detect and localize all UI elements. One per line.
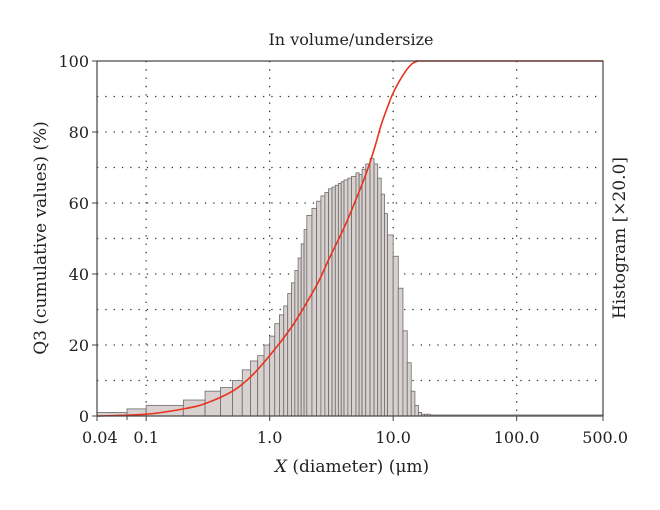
x-tick-label: 500.0 — [582, 428, 628, 447]
histogram-bar — [337, 183, 342, 417]
y-tick-label: 60 — [69, 194, 89, 213]
grid — [97, 61, 603, 416]
histogram-bar — [274, 323, 280, 417]
histogram-bar — [311, 207, 318, 417]
histogram-bar — [351, 175, 357, 417]
histogram-bar — [355, 172, 360, 417]
histogram-bar — [297, 257, 302, 417]
x-axis-label: X (diameter) (μm) — [273, 457, 429, 477]
chart-title: In volume/undersize — [268, 30, 433, 49]
x-axis-ticks: 0.04 0.1 1.0 10.0 100.0 500.0 — [82, 416, 628, 447]
x-axis-variable: X — [273, 457, 288, 477]
y-tick-label: 40 — [69, 265, 89, 284]
x-tick-label: 0.04 — [82, 428, 118, 447]
plot-frame — [96, 60, 604, 417]
histogram-bars — [96, 158, 604, 417]
x-tick-label: 0.1 — [133, 428, 158, 447]
y-tick-label: 20 — [69, 336, 89, 355]
histogram-bar — [241, 369, 251, 417]
histogram-bar — [316, 200, 322, 417]
histogram-bar — [361, 168, 367, 417]
histogram-bar — [303, 229, 308, 417]
histogram-bar — [365, 163, 371, 417]
x-tick-label: 100.0 — [494, 428, 540, 447]
histogram-bar — [328, 188, 333, 417]
histogram-bar — [283, 305, 289, 417]
x-tick-label: 10.0 — [375, 428, 411, 447]
histogram-bar — [343, 179, 349, 417]
histogram-bar — [392, 255, 399, 417]
histogram-bar — [340, 181, 345, 417]
histogram-bar — [291, 282, 296, 417]
y-tick-label: 0 — [79, 407, 89, 426]
histogram-bar — [373, 163, 379, 417]
histogram-bar — [306, 215, 313, 417]
histogram-bar — [300, 243, 305, 417]
histogram-bar — [406, 362, 412, 417]
secondary-y-axis-label: Histogram [×20.0] — [610, 157, 630, 319]
histogram-bar — [250, 360, 259, 417]
histogram-bar — [397, 287, 404, 417]
histogram-bar — [380, 193, 385, 417]
histogram-bar — [369, 158, 375, 417]
histogram-bar — [377, 177, 382, 417]
histogram-bar — [331, 186, 336, 417]
y-tick-label: 100 — [58, 52, 89, 71]
histogram-bar — [320, 195, 326, 417]
histogram-bar — [324, 191, 329, 417]
histogram-bar — [294, 270, 299, 417]
y-tick-label: 80 — [69, 123, 89, 142]
y-axis-ticks: 0 20 40 60 80 100 — [58, 52, 97, 426]
histogram-bar — [287, 293, 292, 417]
y-axis-label: Q3 (cumulative values) (%) — [31, 121, 51, 355]
histogram-bar — [269, 335, 276, 417]
histogram-bar — [279, 314, 285, 417]
histogram-bar — [387, 234, 394, 417]
histogram-bar — [402, 330, 408, 417]
histogram-bar — [414, 404, 419, 417]
histogram-bar — [384, 213, 388, 417]
histogram-bar — [410, 390, 416, 417]
x-tick-label: 1.0 — [257, 428, 282, 447]
histogram-bar — [358, 174, 363, 417]
x-axis-unit: (diameter) (μm) — [287, 457, 429, 477]
histogram-bar — [334, 184, 339, 417]
